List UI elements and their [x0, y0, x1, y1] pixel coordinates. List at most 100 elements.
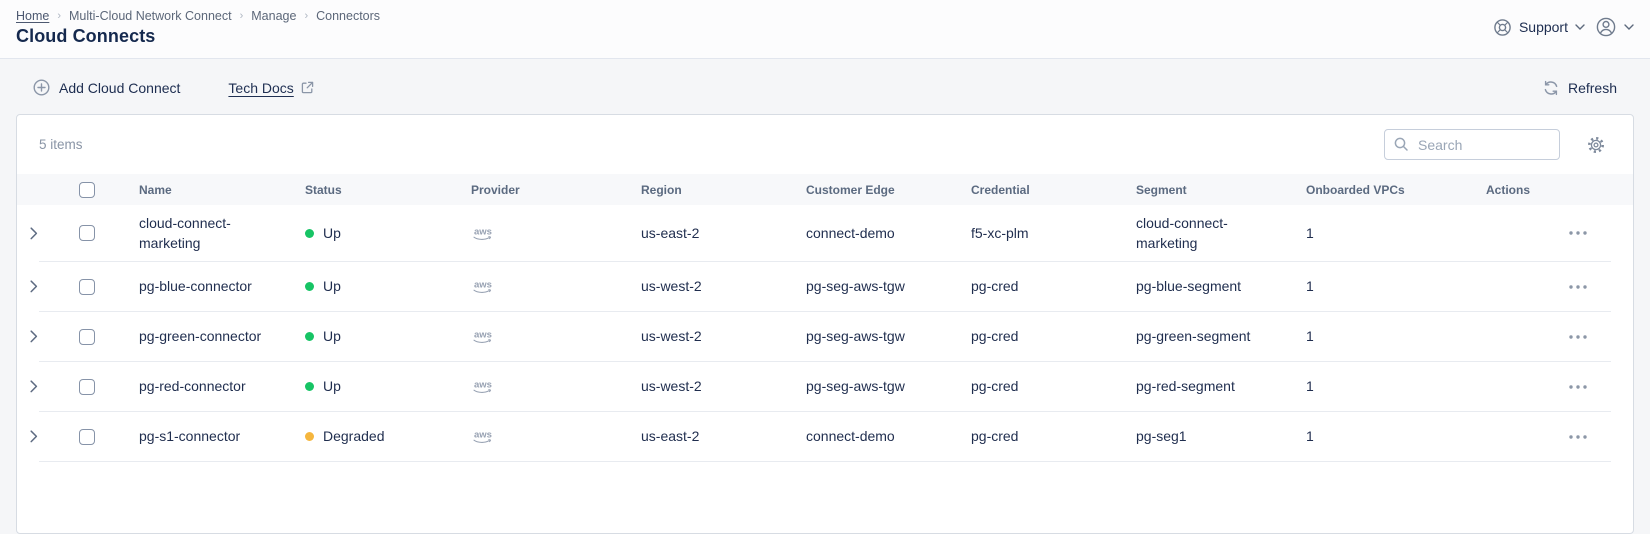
tech-docs-label: Tech Docs [228, 79, 294, 96]
provider-cell: aws [455, 328, 625, 345]
status-label: Degraded [323, 428, 385, 445]
row-checkbox[interactable] [79, 428, 95, 445]
tech-docs-link[interactable]: Tech Docs [228, 79, 314, 96]
row-checkbox-cell [51, 278, 123, 295]
row-expander[interactable] [17, 280, 51, 293]
breadcrumb-item[interactable]: Home [16, 9, 50, 23]
row-expander[interactable] [17, 430, 51, 443]
region-cell: us-east-2 [641, 225, 700, 242]
table-body: cloud-connect-marketing Up aws us-east-2… [17, 205, 1633, 462]
row-actions-button[interactable] [1567, 431, 1589, 443]
refresh-icon [1543, 80, 1559, 96]
provider-cell: aws [455, 378, 625, 395]
table-row: cloud-connect-marketing Up aws us-east-2… [17, 205, 1633, 262]
status-dot [305, 332, 314, 342]
svg-text:aws: aws [474, 380, 492, 391]
table-row: pg-green-connector Up aws us-west-2 pg-s… [17, 311, 1633, 362]
row-checkbox-cell [51, 328, 123, 345]
column-header[interactable]: Credential [971, 182, 1030, 197]
aws-logo: aws [473, 226, 492, 240]
segment-cell: pg-red-segment [1136, 378, 1235, 395]
row-checkbox[interactable] [79, 378, 95, 395]
svg-text:aws: aws [474, 330, 492, 341]
add-cloud-connect-button[interactable]: Add Cloud Connect [33, 79, 180, 96]
name-cell: cloud-connect-marketing [139, 215, 231, 252]
breadcrumb-item[interactable]: Manage [251, 9, 297, 23]
column-header[interactable]: Region [641, 182, 682, 197]
column-header[interactable]: Actions [1486, 182, 1531, 197]
svg-text:aws: aws [474, 280, 492, 291]
column-header[interactable]: Segment [1136, 182, 1187, 197]
row-actions-button[interactable] [1567, 381, 1589, 393]
column-header[interactable]: Provider [471, 182, 520, 197]
chevron-right-icon [30, 280, 38, 293]
top-bar: Home › Multi-Cloud Network Connect › Manage ›… [0, 0, 1650, 59]
onboarded-vpcs-cell: 1 [1306, 428, 1314, 445]
column-header[interactable]: Status [305, 182, 342, 197]
onboarded-vpcs-cell: 1 [1306, 328, 1314, 345]
items-count: 5 items [39, 137, 83, 152]
select-all-checkbox[interactable] [79, 181, 95, 198]
column-header[interactable]: Name [139, 182, 172, 197]
table-row: pg-blue-connector Up aws us-west-2 pg-se… [17, 261, 1633, 312]
support-button[interactable]: Support [1493, 18, 1585, 37]
aws-logo: aws [473, 380, 492, 394]
provider-cell: aws [455, 428, 625, 445]
customer-edge-cell: connect-demo [806, 225, 895, 242]
row-expander[interactable] [17, 227, 51, 240]
search-icon [1393, 136, 1409, 152]
row-checkbox[interactable] [79, 278, 95, 295]
region-cell: us-east-2 [641, 428, 700, 445]
breadcrumb-item[interactable]: Multi-Cloud Network Connect [69, 9, 232, 23]
page-toolbar: Add Cloud Connect Tech Docs Refresh [16, 79, 1634, 96]
segment-cell: cloud-connect-marketing [1136, 215, 1228, 252]
breadcrumb-separator: › [57, 10, 62, 22]
aws-logo: aws [473, 330, 492, 344]
gear-icon [1588, 136, 1604, 153]
plus-circle-icon [33, 79, 50, 96]
row-actions-button[interactable] [1567, 331, 1589, 343]
row-actions-button[interactable] [1567, 227, 1589, 239]
breadcrumb-separator: › [304, 10, 309, 22]
row-expander[interactable] [17, 380, 51, 393]
add-cloud-connect-label: Add Cloud Connect [59, 79, 181, 96]
status-dot [305, 282, 314, 292]
status-label: Up [323, 328, 341, 345]
column-header[interactable]: Onboarded VPCs [1306, 182, 1405, 197]
status-cell: Up [289, 223, 455, 243]
row-expander[interactable] [17, 330, 51, 343]
table-settings-button[interactable] [1587, 136, 1605, 154]
customer-edge-cell: connect-demo [806, 428, 895, 445]
onboarded-vpcs-cell: 1 [1306, 225, 1314, 242]
status-dot [305, 382, 314, 392]
status-dot [305, 432, 314, 442]
status-label: Up [323, 225, 341, 242]
breadcrumb: Home › Multi-Cloud Network Connect › Manage ›… [16, 9, 1634, 23]
cloud-connects-table-card: 5 items Name Status Provider Region Customer… [16, 114, 1634, 534]
row-checkbox-cell [51, 225, 123, 242]
credential-cell: pg-cred [971, 378, 1019, 395]
breadcrumb-item: Connectors [316, 9, 381, 23]
row-actions-button[interactable] [1567, 281, 1589, 293]
refresh-button[interactable]: Refresh [1543, 80, 1617, 96]
breadcrumb-separator: › [239, 10, 244, 22]
region-cell: us-west-2 [641, 278, 702, 295]
user-avatar-icon [1595, 16, 1617, 38]
chevron-right-icon [30, 227, 38, 240]
actions-cell [1470, 227, 1633, 239]
search-input[interactable] [1384, 129, 1560, 160]
row-checkbox-cell [51, 378, 123, 395]
segment-cell: pg-seg1 [1136, 428, 1187, 445]
row-checkbox[interactable] [79, 225, 95, 242]
caret-down-icon [1575, 24, 1585, 30]
table-row: pg-s1-connector Degraded aws us-east-2 c… [17, 411, 1633, 462]
row-checkbox[interactable] [79, 328, 95, 345]
chevron-right-icon [30, 430, 38, 443]
column-header[interactable]: Customer Edge [806, 182, 895, 197]
support-label: Support [1518, 19, 1568, 35]
status-label: Up [323, 278, 341, 295]
user-menu-button[interactable] [1595, 16, 1634, 38]
svg-text:aws: aws [474, 430, 492, 441]
credential-cell: f5-xc-plm [971, 225, 1029, 242]
ellipsis-icon [1569, 231, 1587, 235]
